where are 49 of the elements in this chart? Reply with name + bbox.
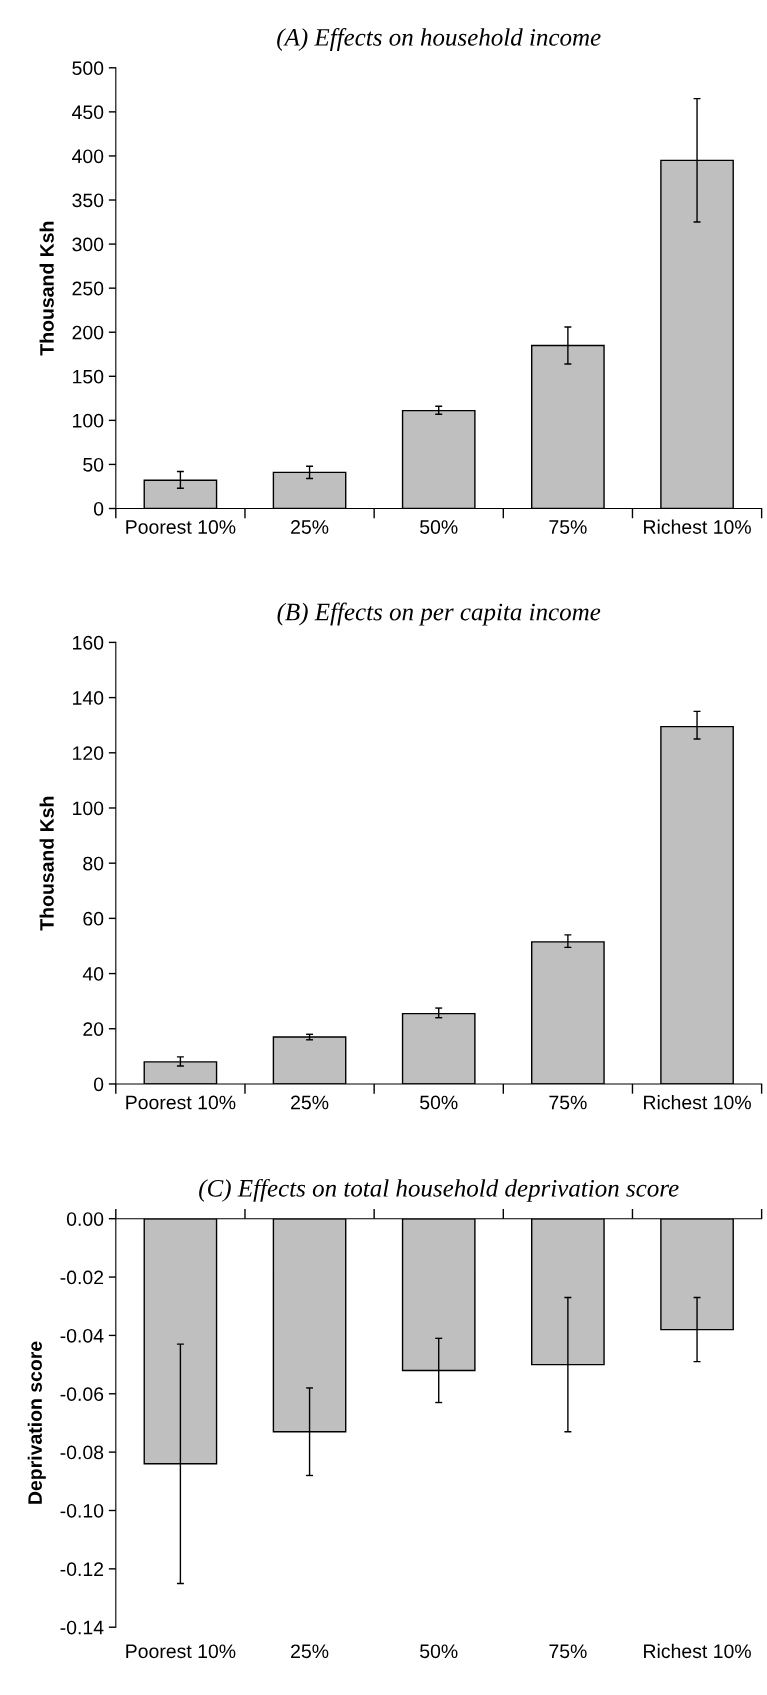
y-tick-label: 80 [83, 856, 104, 871]
x-tick-label: 25% [291, 1095, 329, 1110]
y-tick-label: -0.02 [60, 1270, 104, 1285]
y-tick-label: 40 [82, 967, 104, 981]
y-tick-label: 400 [72, 149, 104, 164]
y-tick-label: 350 [72, 193, 104, 208]
y-tick-label: 160 [73, 635, 104, 650]
y-tick-label: 60 [83, 911, 104, 926]
y-tick-label: 500 [72, 61, 104, 76]
y-tick-label: 0 [93, 1077, 104, 1092]
y-tick-label: 300 [72, 237, 104, 252]
x-tick-label: 25% [291, 520, 329, 534]
y-tick-label: 250 [72, 281, 104, 296]
chart-title: (B) Effects on per capita income [277, 602, 601, 626]
x-tick-label: 50% [420, 520, 458, 534]
x-tick-label: Richest 10% [644, 519, 751, 534]
chart-title: (C) Effects on total household deprivation score [199, 1178, 679, 1202]
y-tick-label: 100 [73, 801, 104, 816]
x-tick-label: Poorest 10% [126, 1644, 236, 1659]
x-tick-label: Poorest 10% [126, 520, 236, 534]
y-tick-label: 450 [72, 105, 104, 120]
y-tick-label: 140 [73, 691, 104, 705]
y-tick-label: 150 [73, 369, 104, 384]
y-tick-label: 0.00 [66, 1212, 104, 1226]
y-tick-label: -0.08 [60, 1445, 104, 1460]
y-axis-title: Thousand Ksh [39, 796, 54, 931]
y-axis-title: Deprivation score [27, 1341, 46, 1504]
y-tick-label: 50 [83, 457, 104, 472]
x-tick-label: 75% [549, 520, 587, 534]
x-tick-label: 75% [549, 1644, 587, 1659]
x-tick-label: 75% [549, 1095, 587, 1110]
y-tick-label: -0.12 [60, 1562, 104, 1577]
y-tick-label: 200 [72, 325, 104, 340]
y-axis-title: Thousand Ksh [39, 221, 54, 356]
y-tick-label: 120 [73, 746, 104, 761]
x-tick-label: Richest 10% [644, 1095, 751, 1110]
chart-title: (A) Effects on household income [277, 27, 601, 51]
y-tick-label: 100 [73, 413, 104, 428]
x-tick-label: Richest 10% [644, 1643, 751, 1659]
x-tick-label: 25% [291, 1644, 329, 1659]
x-tick-label: Poorest 10% [126, 1095, 236, 1110]
y-tick-label: -0.14 [60, 1620, 104, 1635]
y-tick-label: 20 [83, 1022, 104, 1036]
y-tick-label: -0.06 [60, 1387, 104, 1402]
y-tick-label: -0.10 [60, 1503, 104, 1518]
y-tick-label: 0 [93, 501, 104, 516]
x-tick-label: 50% [420, 1095, 458, 1110]
x-tick-label: 50% [420, 1644, 458, 1659]
y-tick-label: -0.04 [60, 1328, 104, 1343]
